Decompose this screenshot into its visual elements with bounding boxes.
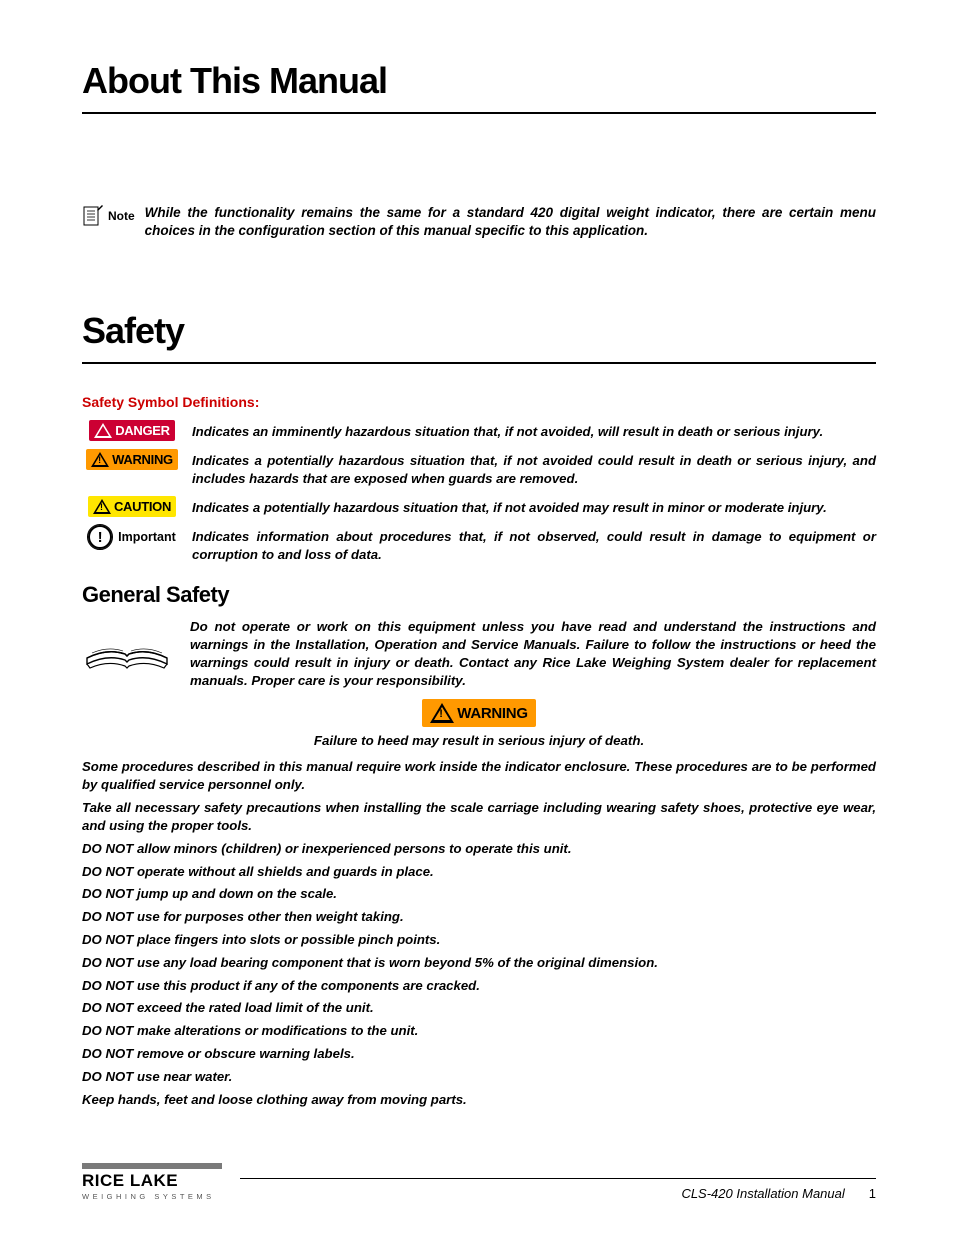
- caution-badge-block: ! CAUTION: [82, 496, 182, 517]
- notepad-icon: [82, 204, 104, 228]
- symbol-row-important: ! Important Indicates information about …: [82, 525, 876, 564]
- warning-badge-block: ! WARNING: [82, 449, 182, 470]
- alert-triangle-icon: !: [91, 452, 109, 467]
- note-block: Note While the functionality remains the…: [82, 204, 876, 240]
- danger-badge: ! DANGER: [89, 420, 175, 441]
- caution-badge: ! CAUTION: [88, 496, 176, 517]
- logo-bar-icon: [82, 1163, 222, 1169]
- note-icon-wrap: Note: [82, 204, 135, 228]
- page-footer: RICE LAKE WEIGHING SYSTEMS CLS-420 Insta…: [82, 1163, 876, 1201]
- note-label: Note: [108, 209, 135, 223]
- caution-text: Indicates a potentially hazardous situat…: [192, 496, 876, 517]
- safety-paragraph: DO NOT remove or obscure warning labels.: [82, 1045, 876, 1063]
- footer-right: CLS-420 Installation Manual 1: [681, 1186, 876, 1201]
- center-warning-label: WARNING: [457, 705, 527, 722]
- important-circle-icon: !: [88, 525, 112, 549]
- footer-doc-title: CLS-420 Installation Manual: [681, 1186, 844, 1201]
- heading-safety: Safety: [82, 310, 876, 364]
- symbol-row-caution: ! CAUTION Indicates a potentially hazard…: [82, 496, 876, 517]
- warning-label: WARNING: [112, 452, 173, 467]
- symbol-row-danger: ! DANGER Indicates an imminently hazardo…: [82, 420, 876, 441]
- danger-label: DANGER: [115, 423, 170, 438]
- important-text: Indicates information about procedures t…: [192, 525, 876, 564]
- important-label: Important: [118, 530, 176, 544]
- important-badge-block: ! Important: [82, 525, 182, 549]
- logo-sub-text: WEIGHING SYSTEMS: [82, 1192, 222, 1201]
- heading-general-safety: General Safety: [82, 582, 876, 608]
- safety-paragraph: DO NOT use this product if any of the co…: [82, 977, 876, 995]
- caution-label: CAUTION: [114, 499, 171, 514]
- footer-page-number: 1: [869, 1186, 876, 1201]
- center-warning-badge: ! WARNING: [422, 699, 535, 727]
- logo-main-text: RICE LAKE: [82, 1171, 222, 1191]
- safety-paragraph: DO NOT allow minors (children) or inexpe…: [82, 840, 876, 858]
- danger-badge-block: ! DANGER: [82, 420, 182, 441]
- safety-paragraph: DO NOT make alterations or modifications…: [82, 1022, 876, 1040]
- note-text: While the functionality remains the same…: [145, 204, 876, 240]
- warning-badge: ! WARNING: [86, 449, 178, 470]
- warning-text: Indicates a potentially hazardous situat…: [192, 449, 876, 488]
- safety-paragraph: Keep hands, feet and loose clothing away…: [82, 1091, 876, 1109]
- safety-paragraph: DO NOT use near water.: [82, 1068, 876, 1086]
- alert-triangle-icon: !: [94, 423, 112, 438]
- center-warning-text: Failure to heed may result in serious in…: [82, 733, 876, 748]
- general-safety-intro: Do not operate or work on this equipment…: [190, 618, 876, 690]
- important-badge: ! Important: [88, 525, 176, 549]
- alert-triangle-icon: !: [93, 499, 111, 514]
- general-safety-block: Do not operate or work on this equipment…: [82, 618, 876, 690]
- center-warning-block: ! WARNING: [82, 699, 876, 727]
- safety-paragraph: DO NOT place fingers into slots or possi…: [82, 931, 876, 949]
- danger-text: Indicates an imminently hazardous situat…: [192, 420, 876, 441]
- safety-paragraph: DO NOT jump up and down on the scale.: [82, 885, 876, 903]
- safety-paragraph: DO NOT exceed the rated load limit of th…: [82, 999, 876, 1017]
- safety-paragraph: Take all necessary safety precautions wh…: [82, 799, 876, 835]
- alert-triangle-icon: !: [430, 703, 454, 723]
- safety-paragraph: DO NOT use for purposes other then weigh…: [82, 908, 876, 926]
- safety-paragraph: DO NOT operate without all shields and g…: [82, 863, 876, 881]
- subheading-symbol-defs: Safety Symbol Definitions:: [82, 394, 876, 410]
- safety-paragraph: DO NOT use any load bearing component th…: [82, 954, 876, 972]
- symbol-row-warning: ! WARNING Indicates a potentially hazard…: [82, 449, 876, 488]
- open-book-icon: [82, 618, 172, 683]
- rice-lake-logo: RICE LAKE WEIGHING SYSTEMS: [82, 1163, 222, 1201]
- heading-about: About This Manual: [82, 60, 876, 114]
- safety-paragraph: Some procedures described in this manual…: [82, 758, 876, 794]
